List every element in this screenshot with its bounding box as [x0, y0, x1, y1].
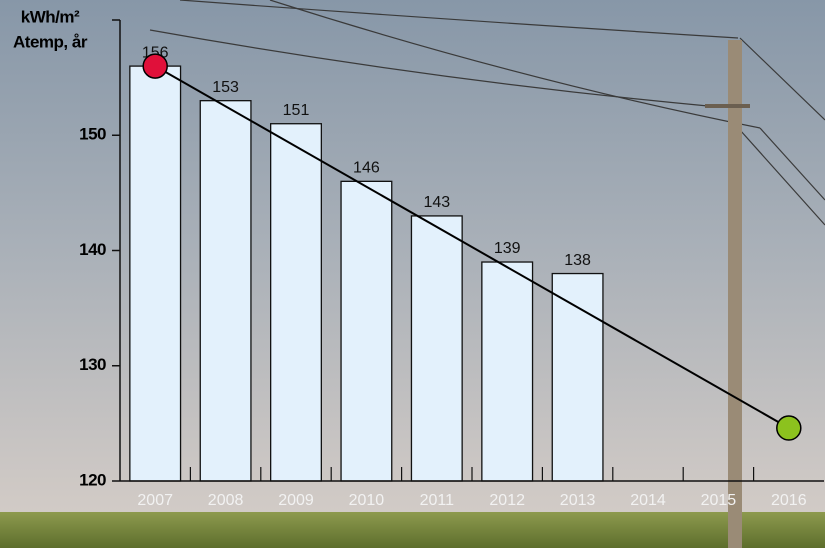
trend-line	[154, 65, 790, 429]
x-tick-label: 2007	[137, 492, 173, 509]
bar	[129, 65, 182, 482]
bar	[410, 215, 463, 482]
crossarm	[705, 104, 750, 108]
bar	[340, 180, 393, 482]
bar	[199, 100, 252, 482]
x-tick-label: 2016	[771, 492, 807, 509]
grass	[0, 512, 825, 548]
x-tick-label: 2009	[278, 492, 314, 509]
bar	[270, 123, 322, 482]
value-label: 139	[494, 240, 521, 257]
trend-point	[776, 415, 802, 441]
y-tick-label: 150	[79, 125, 106, 144]
value-label: 153	[212, 79, 239, 96]
y-tick-label: 120	[79, 470, 106, 489]
value-label: 138	[564, 252, 591, 269]
pole	[728, 40, 742, 548]
y-axis-label: kWh/m²	[21, 7, 80, 26]
trend-point	[142, 53, 168, 79]
x-tick-label: 2013	[560, 492, 596, 509]
bar	[481, 261, 534, 482]
x-tick-label: 2014	[630, 492, 666, 509]
wires	[149, 0, 825, 226]
x-tick-label: 2011	[420, 492, 455, 509]
y-axis-label: Atemp, år	[13, 32, 88, 51]
x-tick-label: 2008	[208, 492, 244, 509]
value-label: 151	[283, 102, 310, 119]
value-label: 146	[353, 160, 380, 177]
x-tick-label: 2012	[489, 492, 525, 509]
x-tick-label: 2010	[349, 492, 385, 509]
y-tick-label: 130	[79, 355, 106, 374]
value-label: 143	[423, 194, 450, 211]
y-tick-label: 140	[79, 240, 106, 259]
x-tick-label: 2015	[701, 492, 737, 509]
bar	[551, 272, 604, 482]
